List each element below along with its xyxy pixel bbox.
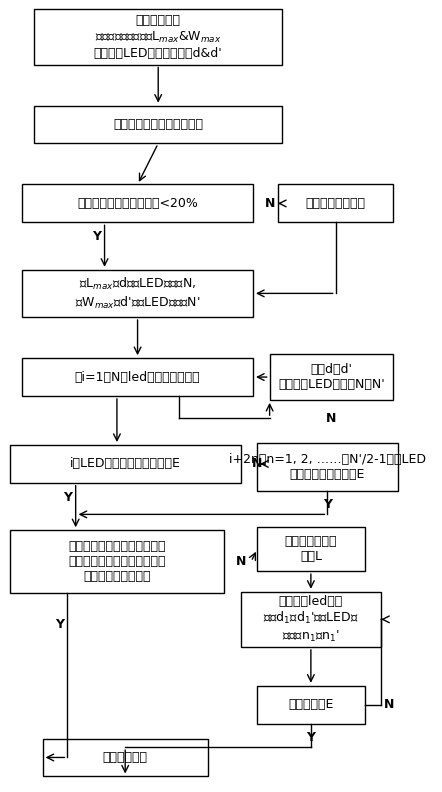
FancyBboxPatch shape <box>43 738 208 776</box>
FancyBboxPatch shape <box>10 530 224 593</box>
Text: Y: Y <box>63 490 72 504</box>
Text: 输出优化结果: 输出优化结果 <box>103 751 148 764</box>
Text: 获取相机参数
光源可利用空间尺寸L$_{max}$&W$_{max}$
给出初始LED横纵排列间距d&d': 获取相机参数 光源可利用空间尺寸L$_{max}$&W$_{max}$ 给出初始… <box>94 14 223 59</box>
Text: Y: Y <box>306 731 316 744</box>
Text: N: N <box>264 197 275 210</box>
FancyBboxPatch shape <box>257 686 365 724</box>
Text: 由L$_{max}$和d确定LED的数量N,
由W$_{max}$和d'确定LED的数量N': 由L$_{max}$和d确定LED的数量N, 由W$_{max}$和d'确定LE… <box>75 276 200 310</box>
FancyBboxPatch shape <box>34 105 282 143</box>
Text: Y: Y <box>55 619 64 631</box>
Text: 对比对应灰度照度参考值<20%: 对比对应灰度照度参考值<20% <box>77 197 198 210</box>
Text: 令i=1，N个led线性等间距排列: 令i=1，N个led线性等间距排列 <box>75 371 200 383</box>
Text: Y: Y <box>323 498 332 512</box>
Text: 边部非均匀区域
长度L: 边部非均匀区域 长度L <box>285 535 337 563</box>
FancyBboxPatch shape <box>257 527 365 571</box>
Text: N: N <box>384 698 394 711</box>
FancyBboxPatch shape <box>34 10 282 64</box>
FancyBboxPatch shape <box>22 185 253 223</box>
FancyBboxPatch shape <box>257 444 397 491</box>
Text: N: N <box>326 412 337 425</box>
Text: 根据图像灰度变化，中心均匀
照度区域长度是否满足被测表
面照明区域长度要求: 根据图像灰度变化，中心均匀 照度区域长度是否满足被测表 面照明区域长度要求 <box>68 540 166 583</box>
Text: 得到照射区域的照度参考值: 得到照射区域的照度参考值 <box>113 118 203 131</box>
Text: Y: Y <box>92 230 101 243</box>
FancyBboxPatch shape <box>241 592 381 647</box>
Text: 是否可达到E: 是否可达到E <box>288 698 334 711</box>
Text: 更改d和d'
重新确定LED的数量N和N': 更改d和d' 重新确定LED的数量N和N' <box>278 363 385 391</box>
Text: 取灰度照度参考值: 取灰度照度参考值 <box>305 197 366 210</box>
Text: 修改边部led阵列
间距d$_1$和d$_1$'增加LED边
部数量n$_1$和n$_1$': 修改边部led阵列 间距d$_1$和d$_1$'增加LED边 部数量n$_1$和… <box>263 595 359 644</box>
Text: N: N <box>236 555 246 568</box>
Text: i+2n（n=1, 2, ……，N'/2-1）行LED
中心部分是否可达到E: i+2n（n=1, 2, ……，N'/2-1）行LED 中心部分是否可达到E <box>229 453 426 481</box>
FancyBboxPatch shape <box>270 354 393 400</box>
Text: N: N <box>252 457 263 470</box>
FancyBboxPatch shape <box>10 445 241 483</box>
FancyBboxPatch shape <box>278 185 393 223</box>
FancyBboxPatch shape <box>22 270 253 317</box>
FancyBboxPatch shape <box>22 358 253 396</box>
Text: i行LED中心部分是否可达到E: i行LED中心部分是否可达到E <box>70 457 181 470</box>
